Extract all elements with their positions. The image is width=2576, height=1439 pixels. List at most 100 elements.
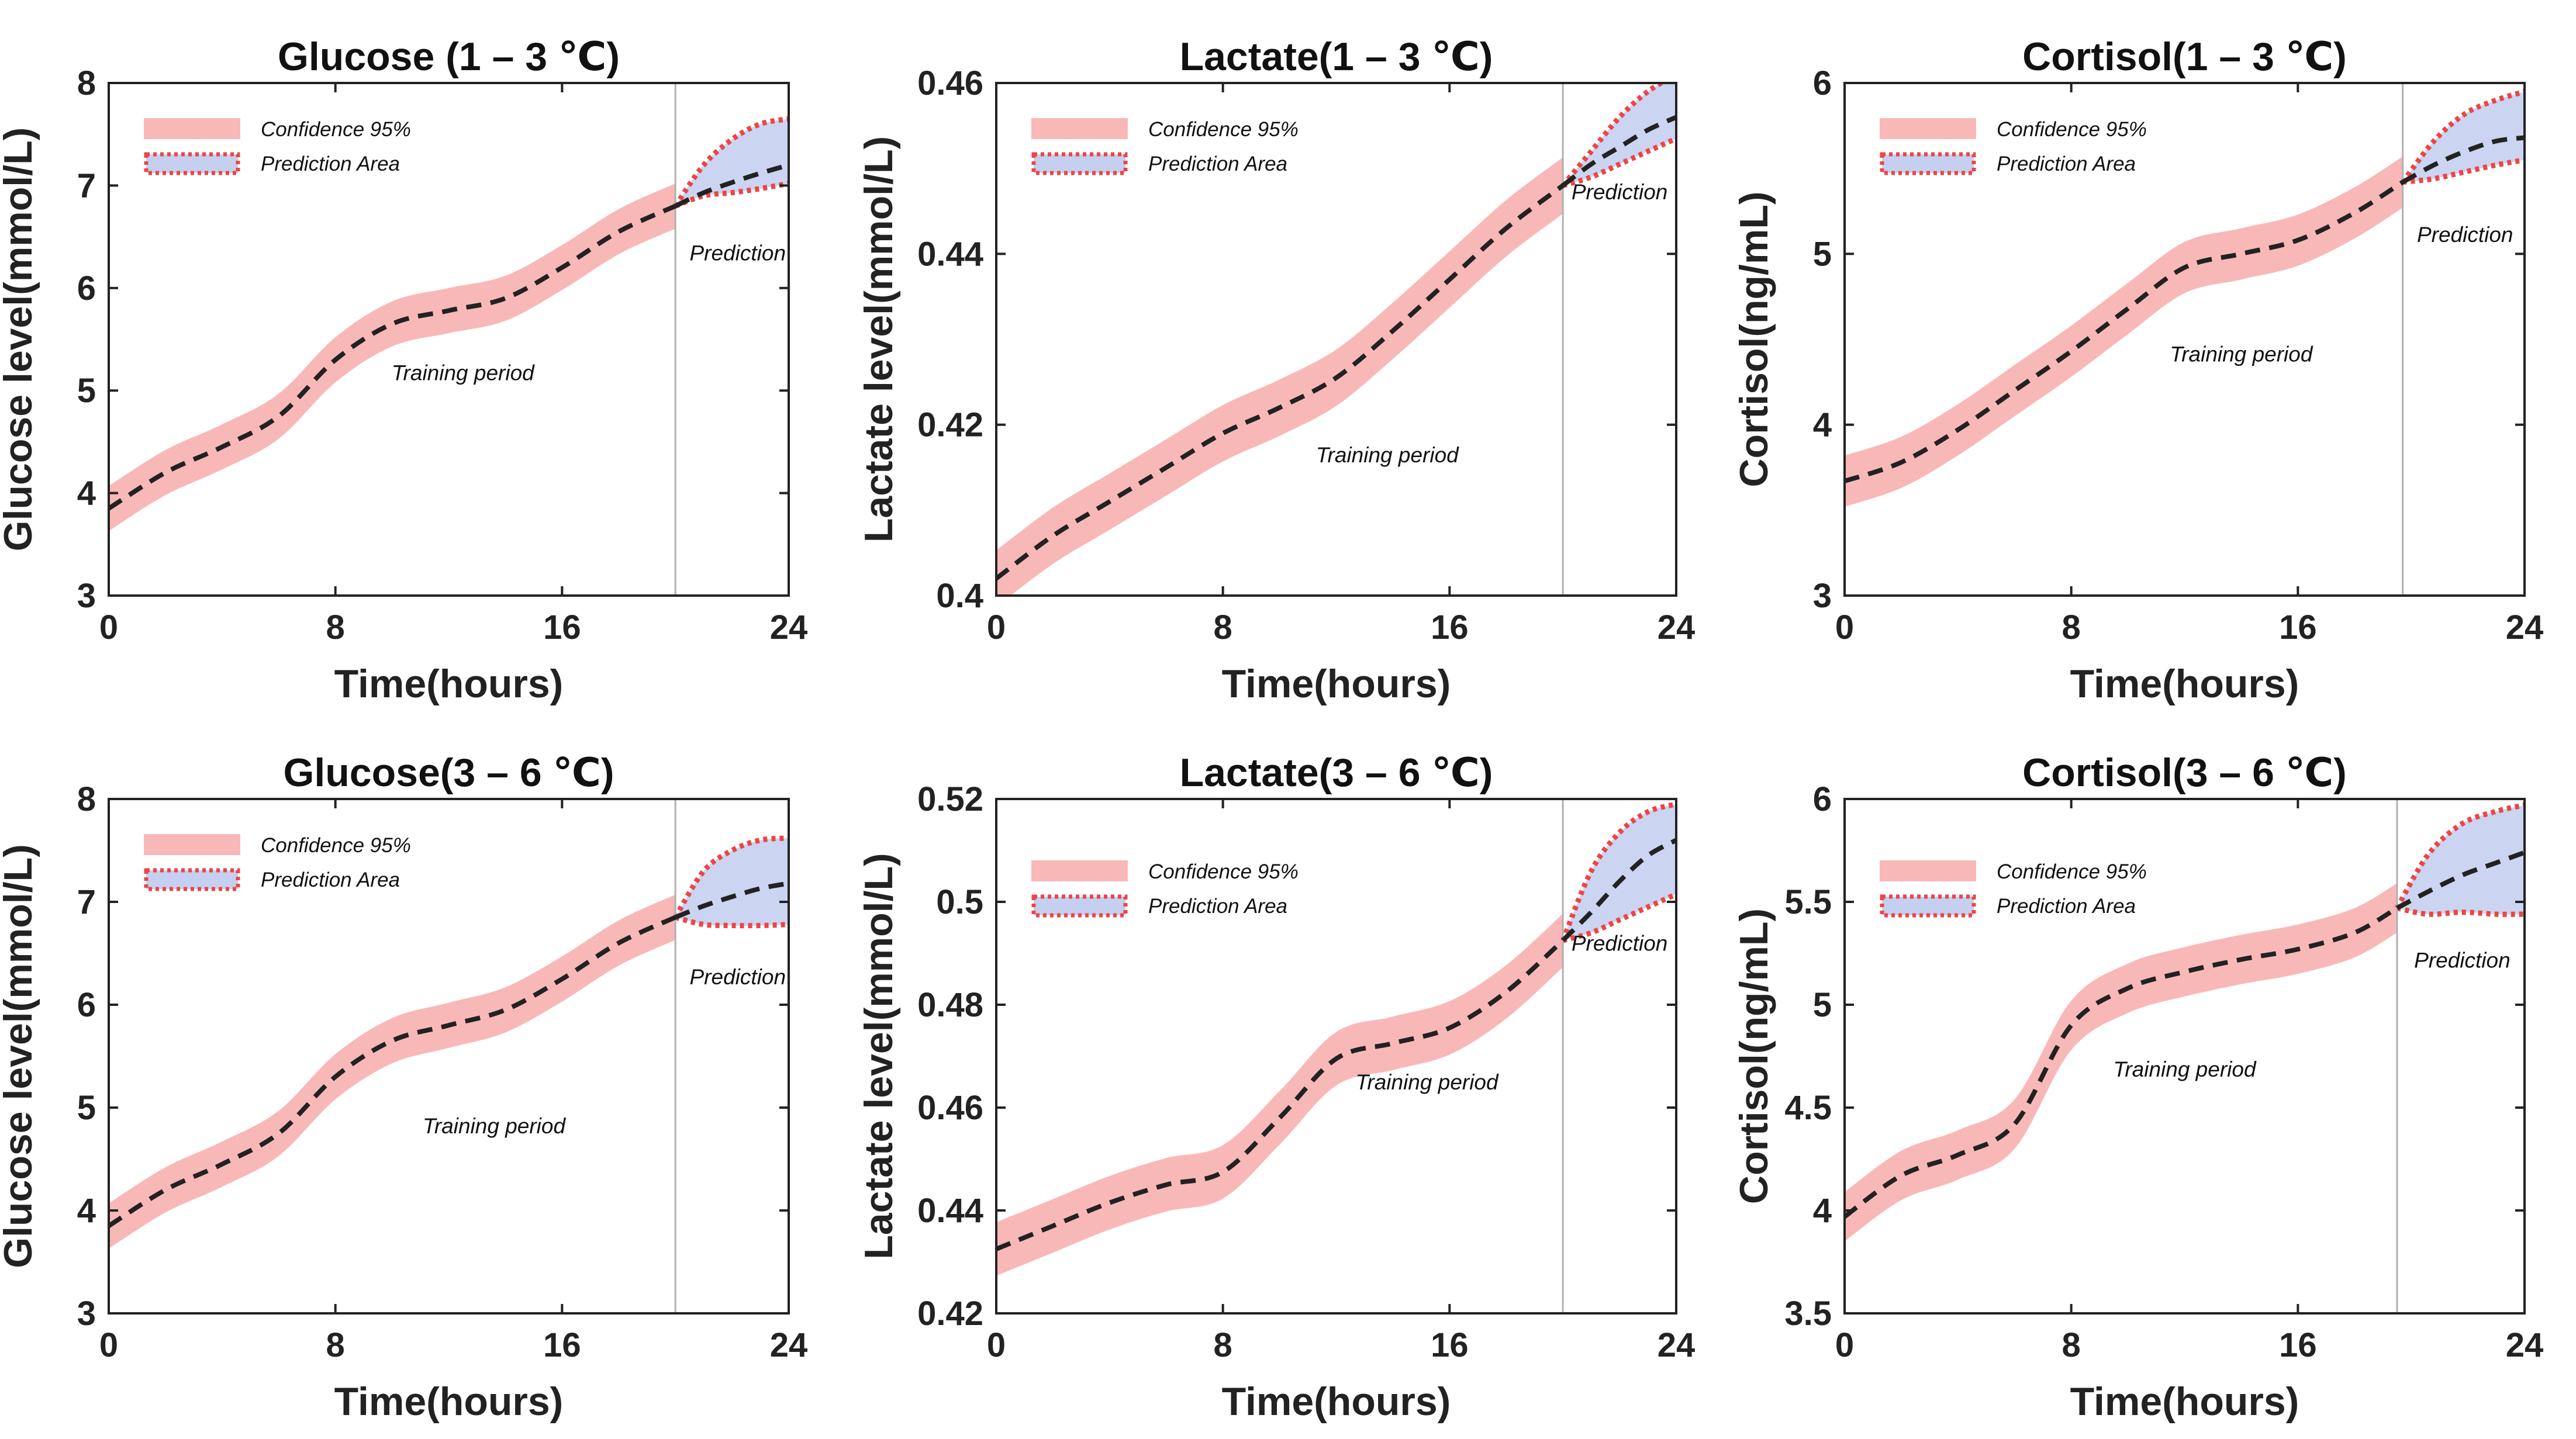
x-axis-label: Time(hours) — [334, 1379, 564, 1424]
legend-confidence-label: Confidence 95% — [1148, 860, 1299, 883]
chart-title: Glucose (1 – 3 ℃) — [278, 34, 620, 79]
y-tick-label: 0.4 — [936, 577, 983, 615]
prediction-mean-line — [2401, 135, 2525, 185]
x-tick-label: 24 — [2506, 1326, 2544, 1364]
legend-prediction-swatch — [144, 152, 240, 175]
mean-line — [1845, 906, 2398, 1219]
x-tick-label: 8 — [1214, 1326, 1232, 1364]
axes-frame — [108, 82, 790, 597]
chart-panel: 0 8 16 24 3 4 5 6 Cortisol(1 – 3 ℃) Time(hours) Co… — [1732, 34, 2543, 706]
x-axis-label: Time(hours) — [1222, 662, 1451, 706]
training-period-label: Training period — [392, 361, 535, 385]
plot-area — [996, 83, 1676, 596]
prediction-mean-line — [2396, 850, 2525, 911]
y-tick-label: 3.5 — [1784, 1295, 1832, 1333]
prediction-label: Prediction — [690, 965, 786, 989]
x-tick-label: 8 — [1214, 608, 1232, 646]
legend: Confidence 95% Prediction Area — [1031, 118, 1299, 175]
plot-area — [109, 799, 789, 1313]
prediction-label: Prediction — [1572, 932, 1668, 956]
y-tick-label: 0.42 — [917, 406, 983, 444]
legend-confidence-swatch — [144, 118, 240, 139]
x-tick-label: 16 — [1431, 608, 1469, 646]
y-tick-label: 4.5 — [1784, 1089, 1832, 1127]
x-tick-label: 24 — [2506, 608, 2544, 646]
legend: Confidence 95% Prediction Area — [1031, 860, 1299, 918]
legend-prediction-label: Prediction Area — [1148, 895, 1287, 918]
x-tick-label: 16 — [1431, 1326, 1469, 1364]
training-period-label: Training period — [1316, 443, 1459, 467]
y-axis-label: Cortisol(ng/mL) — [1732, 908, 1776, 1204]
legend-prediction-label: Prediction Area — [261, 153, 400, 175]
legend-confidence-label: Confidence 95% — [1997, 860, 2147, 883]
legend-confidence-label: Confidence 95% — [261, 118, 411, 141]
y-tick-label: 5.5 — [1784, 883, 1832, 921]
prediction-area — [675, 838, 789, 926]
legend-confidence-swatch — [1031, 860, 1128, 881]
y-tick-label: 4 — [77, 475, 96, 513]
plot-area — [1845, 83, 2525, 596]
legend-confidence-label: Confidence 95% — [261, 834, 411, 857]
x-tick-label: 8 — [2062, 1326, 2081, 1364]
x-tick-label: 16 — [543, 1326, 581, 1364]
legend-prediction-swatch — [1031, 894, 1128, 918]
confidence-band — [996, 157, 1563, 596]
y-tick-label: 0.44 — [917, 1192, 983, 1230]
confidence-band — [996, 914, 1563, 1276]
legend-prediction-swatch — [144, 868, 240, 891]
x-tick-label: 0 — [987, 608, 1006, 646]
mean-line — [996, 939, 1565, 1251]
y-axis-label: Glucose level(mmol/L) — [0, 127, 40, 552]
legend-prediction-label: Prediction Area — [261, 869, 400, 891]
x-tick-label: 24 — [770, 608, 808, 646]
axes-frame — [1843, 82, 2526, 597]
x-tick-label: 16 — [2279, 1326, 2317, 1364]
mean-line — [996, 184, 1565, 580]
plot-area — [996, 799, 1676, 1313]
prediction-label: Prediction — [2417, 223, 2513, 247]
mean-line — [1845, 180, 2404, 483]
prediction-mean-line — [1561, 115, 1676, 188]
prediction-mean-line — [674, 881, 789, 920]
y-tick-label: 0.46 — [917, 64, 983, 102]
prediction-label: Prediction — [690, 241, 786, 265]
axes-frame — [108, 798, 790, 1315]
legend-prediction-label: Prediction Area — [1997, 153, 2136, 175]
confidence-band — [109, 894, 676, 1249]
legend: Confidence 95% Prediction Area — [1880, 118, 2147, 175]
mean-line — [109, 915, 676, 1228]
y-tick-label: 0.48 — [917, 986, 983, 1024]
prediction-mean-line — [1561, 838, 1676, 942]
legend-confidence-label: Confidence 95% — [1148, 118, 1299, 141]
training-period-label: Training period — [2113, 1057, 2256, 1081]
prediction-upper-bound — [1560, 801, 1676, 942]
x-tick-label: 24 — [1658, 1326, 1696, 1364]
mean-line — [109, 203, 676, 511]
prediction-upper-bound — [2395, 802, 2525, 909]
prediction-mean-line — [674, 162, 789, 209]
x-axis-label: Time(hours) — [2070, 1379, 2299, 1424]
y-tick-label: 0.44 — [917, 235, 983, 273]
training-period-label: Training period — [1356, 1070, 1499, 1094]
y-tick-label: 8 — [77, 780, 96, 818]
chart-title: Lactate(1 – 3 ℃) — [1180, 34, 1493, 79]
training-period-label: Training period — [423, 1114, 566, 1138]
y-axis-label: Lactate level(mmol/L) — [857, 853, 901, 1259]
legend-confidence-swatch — [144, 834, 240, 855]
chart-title: Cortisol(1 – 3 ℃) — [2022, 34, 2347, 79]
y-tick-label: 0.42 — [917, 1295, 983, 1333]
chart-title: Lactate(3 – 6 ℃) — [1180, 750, 1493, 795]
prediction-lower-bound — [1562, 891, 1676, 943]
legend: Confidence 95% Prediction Area — [1880, 860, 2147, 918]
prediction-area — [2397, 805, 2525, 915]
axes-frame — [1843, 798, 2526, 1315]
prediction-area — [675, 119, 789, 206]
x-tick-label: 8 — [326, 1326, 345, 1364]
confidence-band — [1845, 156, 2403, 507]
y-tick-label: 0.46 — [917, 1089, 983, 1127]
prediction-lower-bound — [2396, 905, 2525, 917]
y-tick-label: 5 — [77, 1089, 96, 1127]
legend-prediction-label: Prediction Area — [1997, 895, 2136, 918]
prediction-upper-bound — [2401, 89, 2525, 184]
